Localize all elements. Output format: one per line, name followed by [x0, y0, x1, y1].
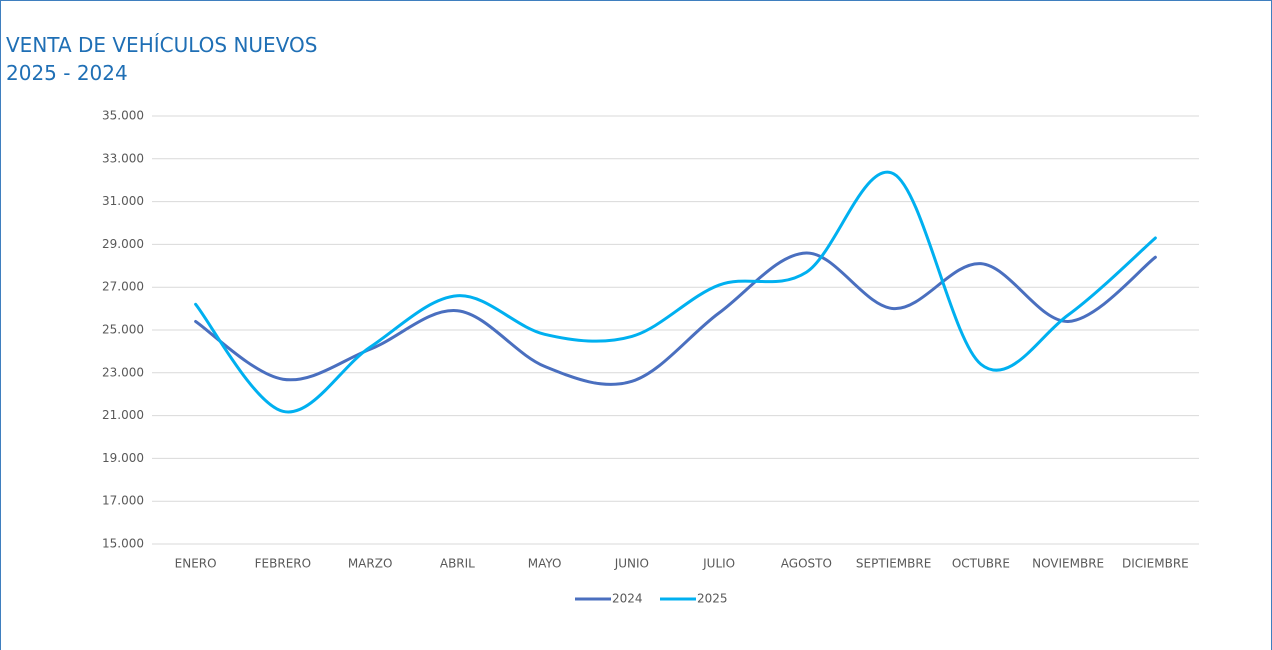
x-tick-label: JULIO — [702, 557, 735, 571]
y-tick-label: 27.000 — [102, 280, 144, 294]
x-tick-label: ABRIL — [440, 557, 475, 571]
y-tick-label: 25.000 — [102, 323, 144, 337]
x-tick-label: MARZO — [348, 557, 393, 571]
x-tick-label: SEPTIEMBRE — [856, 557, 931, 571]
legend-label: 2025 — [697, 592, 728, 606]
chart-title: VENTA DE VEHÍCULOS NUEVOS — [6, 33, 317, 57]
x-tick-label: FEBRERO — [255, 557, 311, 571]
y-tick-label: 31.000 — [102, 194, 144, 208]
x-tick-label: OCTUBRE — [952, 557, 1010, 571]
y-tick-label: 15.000 — [102, 537, 144, 551]
x-tick-label: MAYO — [528, 557, 562, 571]
series-line — [194, 170, 1157, 414]
y-tick-label: 23.000 — [102, 365, 144, 379]
x-tick-label: AGOSTO — [781, 557, 832, 571]
y-tick-label: 19.000 — [102, 451, 144, 465]
y-tick-label: 29.000 — [102, 237, 144, 251]
y-tick-label: 17.000 — [102, 494, 144, 508]
x-tick-label: NOVIEMBRE — [1032, 557, 1104, 571]
y-tick-label: 35.000 — [102, 109, 144, 123]
x-tick-label: JUNIO — [614, 557, 649, 571]
y-tick-label: 33.000 — [102, 151, 144, 165]
chart-subtitle: 2025 - 2024 — [6, 61, 128, 85]
x-tick-label: ENERO — [175, 557, 217, 571]
x-tick-label: DICIEMBRE — [1122, 557, 1189, 571]
legend-label: 2024 — [612, 592, 643, 606]
y-tick-label: 21.000 — [102, 408, 144, 422]
